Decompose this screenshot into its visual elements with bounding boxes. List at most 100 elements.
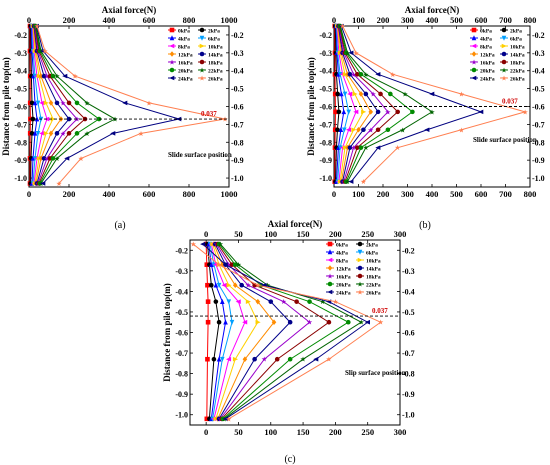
series-line-22kPa bbox=[35, 25, 117, 184]
legend-marker bbox=[169, 43, 175, 49]
legend-label: 8kPa bbox=[480, 45, 492, 51]
legend-label: 16kPa bbox=[480, 61, 495, 67]
y-tick-label-right: -0.3 bbox=[231, 49, 244, 58]
data-point-16kPa: ★ bbox=[245, 282, 251, 290]
y-tick-label-right: -0.4 bbox=[231, 67, 244, 76]
y-tick-label-right: -0.6 bbox=[532, 103, 545, 112]
data-point-24kPa bbox=[348, 179, 354, 184]
legend-label: 4kPa bbox=[336, 251, 348, 257]
series-line-16kPa bbox=[216, 243, 311, 420]
y-tick-label-left: -0.5 bbox=[319, 85, 332, 94]
series-line-12kPa bbox=[32, 25, 62, 184]
legend-marker: ★ bbox=[501, 75, 507, 83]
series-line-18kPa bbox=[338, 25, 399, 182]
series-line-4kPa bbox=[335, 25, 345, 182]
slide-surface-label: Slide surface position bbox=[168, 151, 232, 159]
y-tick-label-left: -0.4 bbox=[175, 287, 188, 296]
legend-marker bbox=[169, 75, 175, 81]
data-point-4kPa bbox=[30, 155, 36, 161]
data-point-26kPa: ★ bbox=[522, 108, 528, 116]
y-tick-label-left: -0.2 bbox=[14, 31, 27, 40]
data-point-26kPa: ★ bbox=[458, 90, 464, 98]
axis-title: Axial force(N) bbox=[268, 219, 323, 229]
series-line-2kPa bbox=[30, 25, 34, 184]
legend-label: 24kPa bbox=[178, 77, 193, 83]
legend-marker bbox=[501, 27, 507, 33]
data-point-10kPa bbox=[43, 100, 49, 106]
legend-marker bbox=[199, 43, 205, 49]
data-point-2kPa bbox=[209, 282, 214, 288]
data-point-14kPa bbox=[347, 72, 353, 77]
series-line-18kPa bbox=[34, 25, 86, 184]
x-tick-label-bottom: 600 bbox=[143, 189, 156, 199]
slide-value-label: 0.037 bbox=[502, 98, 518, 106]
x-tick-label-bottom: 250 bbox=[361, 427, 374, 437]
x-tick-label-bottom: 400 bbox=[426, 189, 439, 199]
legend-marker bbox=[327, 257, 333, 263]
y-tick-label-right: -0.9 bbox=[402, 390, 415, 399]
data-point-2kPa bbox=[336, 109, 342, 115]
legend-label: 16kPa bbox=[336, 275, 351, 281]
y-tick-label-right: -0.6 bbox=[231, 103, 244, 112]
data-point-2kPa bbox=[213, 299, 219, 304]
y-tick-label-right: -0.7 bbox=[231, 120, 244, 129]
data-point-2kPa bbox=[29, 100, 35, 106]
x-tick-label-bottom: 150 bbox=[297, 427, 310, 437]
y-tick-label-right: -1.0 bbox=[402, 411, 415, 420]
data-point-14kPa bbox=[363, 91, 369, 97]
data-point-22kPa: ★ bbox=[344, 178, 350, 186]
y-tick-label-right: -0.7 bbox=[402, 349, 415, 358]
data-point-6kPa bbox=[35, 131, 41, 137]
legend-marker: ★ bbox=[357, 281, 363, 289]
data-point-10kPa bbox=[245, 299, 251, 304]
y-tick-label-left: -0.8 bbox=[319, 138, 332, 147]
legend-marker bbox=[199, 59, 205, 65]
data-point-20kPa bbox=[307, 299, 312, 304]
x-tick-label-bottom: 200 bbox=[329, 427, 342, 437]
data-point-14kPa bbox=[54, 100, 60, 106]
data-point-6kPa bbox=[341, 127, 347, 133]
x-tick-label-top: 300 bbox=[394, 229, 407, 239]
data-point-26kPa: ★ bbox=[326, 356, 332, 364]
data-point-20kPa bbox=[358, 145, 364, 150]
legend-marker bbox=[199, 27, 205, 33]
data-point-24kPa bbox=[429, 91, 435, 97]
data-point-4kPa bbox=[341, 109, 347, 115]
legend-marker bbox=[471, 27, 477, 33]
data-point-16kPa: ★ bbox=[370, 90, 376, 98]
series-line-26kPa bbox=[342, 25, 527, 182]
legend-label: 20kPa bbox=[336, 283, 351, 289]
data-point-22kPa: ★ bbox=[319, 298, 325, 306]
legend-marker: ★ bbox=[357, 289, 363, 297]
slide-surface-label: Slip surface position bbox=[345, 369, 406, 377]
series-line-16kPa bbox=[338, 25, 389, 182]
data-point-10kPa bbox=[232, 356, 239, 362]
data-point-16kPa: ★ bbox=[60, 99, 66, 107]
y-tick-label-right: -0.9 bbox=[532, 156, 545, 165]
legend-marker bbox=[169, 67, 175, 73]
data-point-4kPa bbox=[32, 130, 38, 136]
data-point-0kPa bbox=[205, 299, 211, 304]
data-point-18kPa bbox=[395, 109, 401, 115]
slide-value-label: 0.037 bbox=[201, 110, 217, 118]
series-line-16kPa bbox=[34, 25, 78, 184]
y-tick-label-right: -0.9 bbox=[231, 156, 244, 165]
x-tick-label-bottom: 100 bbox=[264, 427, 277, 437]
data-point-26kPa: ★ bbox=[56, 180, 62, 188]
data-point-12kPa bbox=[358, 91, 364, 97]
data-point-24kPa bbox=[222, 262, 228, 267]
x-tick-label-bottom: 200 bbox=[63, 189, 76, 199]
y-tick-label-right: -0.5 bbox=[231, 85, 244, 94]
y-tick-label-left: -0.6 bbox=[14, 103, 27, 112]
legend-marker bbox=[501, 43, 507, 49]
data-point-22kPa: ★ bbox=[344, 49, 350, 57]
chart-panel-2: 0 0 100 100 200 200 300 300 400 400 500 500 600 600 70… bbox=[306, 5, 545, 231]
data-point-12kPa bbox=[48, 130, 54, 137]
panel-tag: (c) bbox=[284, 454, 295, 465]
data-point-20kPa bbox=[346, 319, 351, 325]
data-point-10kPa bbox=[43, 131, 49, 136]
data-point-14kPa bbox=[41, 73, 47, 79]
x-tick-label-top: 400 bbox=[103, 15, 116, 25]
data-point-2kPa bbox=[335, 91, 340, 97]
